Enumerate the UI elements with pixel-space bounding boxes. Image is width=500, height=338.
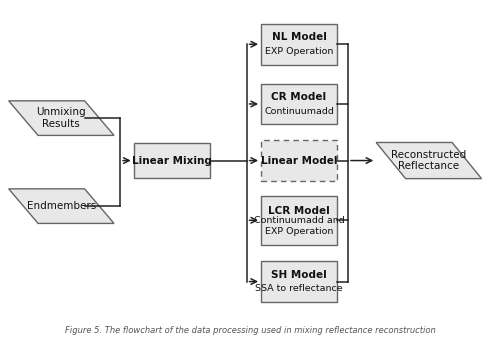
- Text: Linear Model: Linear Model: [261, 155, 337, 166]
- Text: Unmixing
Results: Unmixing Results: [36, 107, 86, 129]
- Polygon shape: [8, 189, 114, 223]
- FancyBboxPatch shape: [261, 83, 337, 124]
- Text: Continuumadd and
EXP Operation: Continuumadd and EXP Operation: [254, 216, 344, 236]
- FancyBboxPatch shape: [261, 24, 337, 65]
- Polygon shape: [376, 143, 482, 178]
- Text: Linear Mixing: Linear Mixing: [132, 155, 212, 166]
- FancyBboxPatch shape: [261, 261, 337, 302]
- Text: SH Model: SH Model: [271, 270, 327, 280]
- Text: LCR Model: LCR Model: [268, 206, 330, 216]
- Polygon shape: [8, 101, 114, 136]
- Text: Continuumadd: Continuumadd: [264, 107, 334, 116]
- Text: SSA to reflectance: SSA to reflectance: [255, 284, 343, 293]
- FancyBboxPatch shape: [134, 143, 210, 178]
- Text: CR Model: CR Model: [272, 92, 326, 102]
- Text: Reconstructed
Reflectance: Reconstructed Reflectance: [391, 150, 466, 171]
- FancyBboxPatch shape: [261, 196, 337, 245]
- FancyBboxPatch shape: [261, 140, 337, 181]
- Text: Figure 5. The flowchart of the data processing used in mixing reflectance recons: Figure 5. The flowchart of the data proc…: [64, 325, 436, 335]
- Text: EXP Operation: EXP Operation: [265, 47, 333, 56]
- Text: NL Model: NL Model: [272, 32, 326, 42]
- Text: Endmembers: Endmembers: [26, 201, 96, 211]
